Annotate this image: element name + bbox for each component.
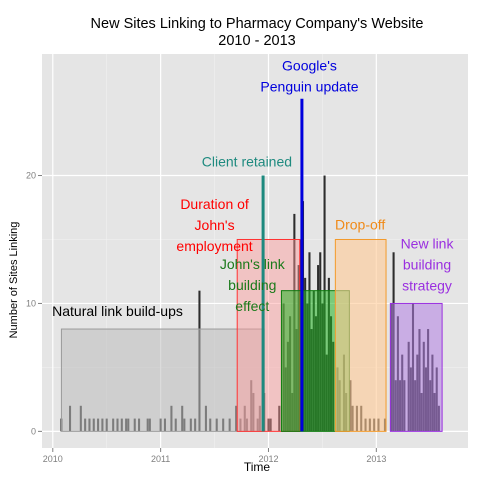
drop-off-label-line: Drop-off	[335, 216, 385, 232]
chart-title-line-1: New Sites Linking to Pharmacy Company's …	[91, 16, 424, 32]
y-tick-label: 20	[26, 171, 36, 181]
new-link-building-label: New link building strategy	[401, 235, 455, 293]
penguin-update-label-line: Google's	[282, 58, 337, 74]
chart-title-line-2: 2010 - 2013	[218, 33, 295, 49]
x-tick-label: 2011	[151, 454, 170, 464]
drop-off-label: Drop-off	[335, 216, 385, 232]
x-axis-label: Time	[244, 460, 271, 474]
bar	[278, 405, 281, 432]
natural-build-up-region	[60, 328, 265, 432]
new-link-building-label-line: New link	[401, 235, 455, 251]
johns-link-building-label-line: effect	[235, 298, 269, 314]
regions-group	[60, 238, 443, 432]
x-tick-label: 2010	[43, 454, 63, 464]
bar	[269, 418, 272, 432]
johns-employment-label-line: Duration of	[180, 196, 249, 212]
johns-employment-label: Duration of John's employment	[176, 196, 252, 254]
new-link-building-label-line: building	[403, 256, 451, 272]
x-axis-ticks: 2010 2011 2012 2013	[43, 448, 386, 464]
event-lines-group	[261, 98, 304, 432]
drop-off-region	[334, 238, 387, 432]
annotations-group: Natural link build-ups Duration of John's e…	[52, 58, 454, 320]
bar	[267, 418, 270, 432]
client-retained-label-line: Client retained	[202, 154, 292, 170]
client-retained-label: Client retained	[202, 154, 292, 170]
penguin-update-label: Google's Penguin update	[260, 58, 358, 95]
johns-employment-label-line: employment	[176, 238, 252, 254]
y-tick-label: 0	[31, 426, 36, 436]
penguin-update-label-line: Penguin update	[260, 79, 358, 95]
x-tick-label: 2012	[258, 454, 278, 464]
johns-link-building-label: John's link building effect	[220, 256, 286, 314]
x-tick-label: 2013	[366, 454, 386, 464]
johns-link-building-label-line: John's link	[220, 256, 286, 272]
natural-build-up-label-line: Natural link build-ups	[52, 303, 183, 319]
new-link-building-region	[389, 302, 443, 432]
new-link-building-label-line: strategy	[402, 277, 452, 293]
johns-link-building-label-line: building	[228, 277, 276, 293]
y-axis-label: Number of Sites Linking	[8, 222, 20, 339]
y-tick-label: 10	[26, 298, 36, 308]
johns-employment-label-line: John's	[195, 217, 235, 233]
natural-build-up-label: Natural link build-ups	[52, 303, 183, 319]
y-axis-ticks: 0 10 20	[26, 171, 42, 436]
